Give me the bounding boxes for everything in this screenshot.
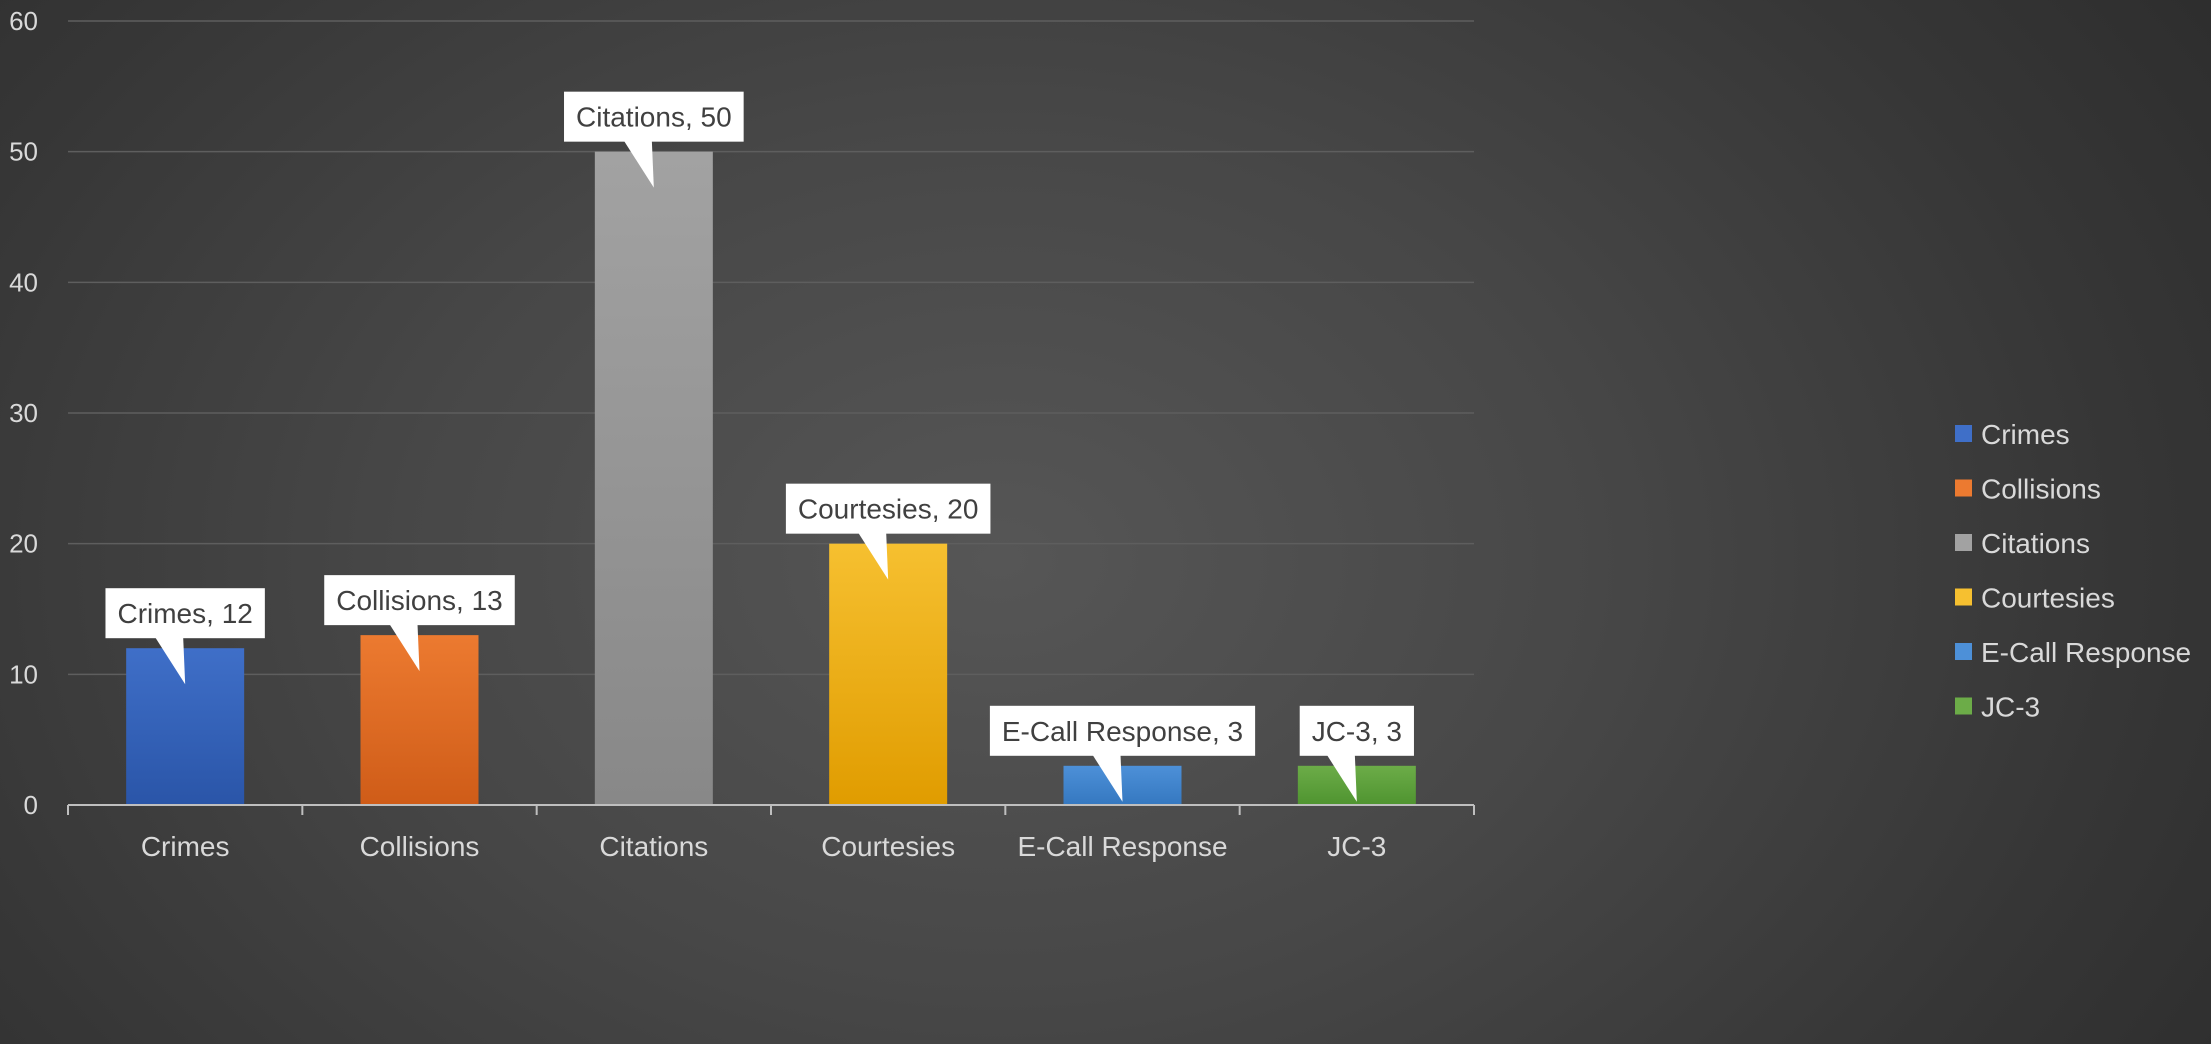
x-axis-category-labels: Crimes Collisions Citations Courtesies E-Cal… <box>141 831 1387 862</box>
bar-courtesies <box>829 543 948 805</box>
legend-entry: JC-3 <box>1955 692 2040 723</box>
callout-pointer <box>155 637 186 685</box>
legend-entry: Crimes <box>1955 419 2070 450</box>
x-category-label: E-Call Response <box>1017 831 1227 862</box>
data-label: Crimes, 12 <box>117 598 252 629</box>
legend-swatch <box>1955 534 1972 551</box>
legend-label: Collisions <box>1981 474 2101 505</box>
callout-box <box>989 705 1256 756</box>
legend-label: Crimes <box>1981 419 2070 450</box>
data-label: Collisions, 13 <box>336 585 503 616</box>
y-tick-label: 60 <box>9 6 38 36</box>
callout-pointer <box>623 140 654 188</box>
legend-swatch <box>1955 479 1972 497</box>
legend-entry: Citations <box>1955 528 2090 559</box>
data-label-callout: Collisions, 13 <box>324 575 515 672</box>
x-axis <box>67 804 1475 815</box>
x-category-label: Courtesies <box>821 831 955 862</box>
y-tick-label: 40 <box>9 267 38 297</box>
data-label-callout: Citations, 50 <box>564 91 744 188</box>
legend-swatch <box>1955 697 1972 715</box>
legend-swatch <box>1955 643 1972 660</box>
callout-box <box>1299 705 1414 756</box>
bar-e-call-response <box>1063 765 1182 805</box>
legend-label: JC-3 <box>1981 692 2040 723</box>
data-label-callout: E-Call Response, 3 <box>989 705 1256 802</box>
bar-crimes <box>126 648 245 805</box>
data-label-callout: JC-3, 3 <box>1299 705 1414 802</box>
x-category-label: JC-3 <box>1327 831 1386 862</box>
y-tick-label: 30 <box>9 398 38 428</box>
data-label: Courtesies, 20 <box>798 494 979 525</box>
bar-citations <box>594 151 713 805</box>
data-label: E-Call Response, 3 <box>1002 716 1243 747</box>
data-label-callouts: Crimes, 12 Collisions, 13 Citations, 50 Cou… <box>105 91 1414 802</box>
callout-pointer <box>858 532 889 580</box>
legend-entry: Courtesies <box>1955 583 2115 614</box>
callout-pointer <box>1326 754 1357 802</box>
x-category-label: Citations <box>599 831 708 862</box>
data-label: JC-3, 3 <box>1312 716 1402 747</box>
legend-swatch <box>1955 425 1972 442</box>
data-label-callout: Crimes, 12 <box>105 588 265 685</box>
legend-swatch <box>1955 588 1972 606</box>
y-tick-label: 50 <box>9 137 38 167</box>
y-tick-label: 20 <box>9 529 38 559</box>
data-label-callout: Courtesies, 20 <box>785 483 991 580</box>
x-category-label: Crimes <box>141 831 230 862</box>
gridlines <box>68 20 1474 676</box>
callout-box <box>324 575 515 626</box>
legend-label: Citations <box>1981 528 2090 559</box>
y-tick-label: 0 <box>24 790 38 820</box>
legend-entry: Collisions <box>1955 474 2101 505</box>
callout-box <box>785 483 991 534</box>
bars <box>126 151 1416 805</box>
y-axis-tick-labels: 0 10 20 30 40 50 60 <box>9 6 38 820</box>
callout-box <box>564 91 744 142</box>
bar-collisions <box>360 635 479 805</box>
legend-entry: E-Call Response <box>1955 637 2191 668</box>
bar-jc-3 <box>1297 765 1416 805</box>
legend-label: E-Call Response <box>1981 637 2191 668</box>
callout-pointer <box>1092 754 1123 802</box>
data-label: Citations, 50 <box>576 102 732 133</box>
callout-pointer <box>389 624 420 672</box>
callout-box <box>105 588 265 639</box>
legend-label: Courtesies <box>1981 583 2115 614</box>
x-category-label: Collisions <box>360 831 480 862</box>
legend: Crimes Collisions Citations Courtesies E-Cal… <box>1955 419 2191 723</box>
y-tick-label: 10 <box>9 659 38 689</box>
